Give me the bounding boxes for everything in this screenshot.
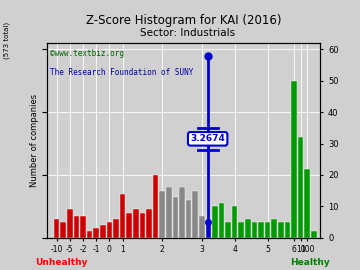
Bar — [285, 222, 290, 238]
Bar — [133, 209, 139, 238]
Bar — [219, 203, 224, 238]
Bar — [113, 219, 119, 238]
Text: 3.2674: 3.2674 — [190, 134, 225, 143]
Text: (573 total): (573 total) — [4, 22, 10, 59]
Bar — [225, 222, 231, 238]
Bar — [238, 222, 244, 238]
Bar — [67, 209, 73, 238]
Bar — [74, 216, 79, 238]
Bar — [159, 191, 165, 238]
Text: Unhealthy: Unhealthy — [35, 258, 87, 266]
Bar — [179, 187, 185, 238]
Bar — [54, 219, 59, 238]
Bar — [186, 200, 192, 238]
Text: ©www.textbiz.org: ©www.textbiz.org — [50, 49, 123, 58]
Bar — [212, 206, 218, 238]
Text: The Research Foundation of SUNY: The Research Foundation of SUNY — [50, 69, 193, 77]
Bar — [278, 222, 284, 238]
Bar — [271, 219, 277, 238]
Text: Sector: Industrials: Sector: Industrials — [140, 28, 235, 38]
Bar — [140, 212, 145, 238]
Bar — [166, 187, 172, 238]
Text: Healthy: Healthy — [290, 258, 329, 266]
Bar — [120, 194, 125, 238]
Bar — [252, 222, 257, 238]
Bar — [199, 216, 204, 238]
Bar — [60, 222, 66, 238]
Title: Z-Score Histogram for KAI (2016): Z-Score Histogram for KAI (2016) — [86, 14, 282, 27]
Bar — [172, 197, 178, 238]
Bar — [192, 191, 198, 238]
Bar — [126, 212, 132, 238]
Y-axis label: Number of companies: Number of companies — [30, 94, 39, 187]
Bar — [305, 169, 310, 238]
Bar — [94, 228, 99, 238]
Bar — [265, 222, 270, 238]
Bar — [146, 209, 152, 238]
Bar — [100, 225, 105, 238]
Bar — [107, 222, 112, 238]
Bar — [87, 231, 93, 238]
Bar — [153, 175, 158, 238]
Bar — [245, 219, 251, 238]
Bar — [298, 137, 303, 238]
Bar — [258, 222, 264, 238]
Bar — [80, 216, 86, 238]
Bar — [232, 206, 238, 238]
Bar — [291, 81, 297, 238]
Bar — [311, 231, 316, 238]
Bar — [206, 222, 211, 238]
